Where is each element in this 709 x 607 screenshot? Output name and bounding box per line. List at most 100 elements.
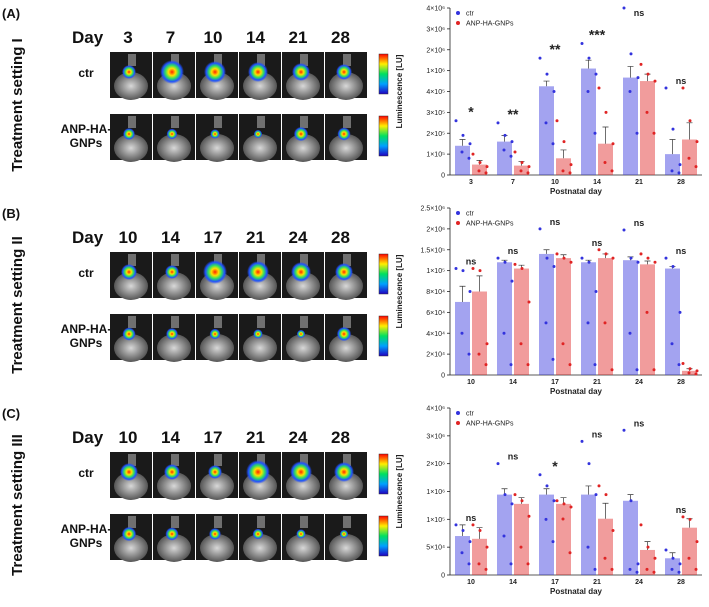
- data-point: [586, 90, 590, 93]
- ear-tag: [343, 316, 351, 328]
- data-point: [477, 562, 481, 566]
- error-bar: [602, 126, 609, 144]
- data-point: [664, 256, 668, 260]
- ear-tag: [128, 454, 136, 466]
- mouse: [157, 334, 191, 362]
- row-label-text: ANP-HA-GNPs: [60, 522, 112, 550]
- ear-tag: [300, 54, 308, 66]
- significance: ns: [676, 505, 687, 515]
- data-point: [484, 171, 488, 175]
- ear-tag: [214, 54, 222, 66]
- panel-label: (A): [2, 6, 20, 21]
- y-tick-label: 5×10⁴: [426, 545, 445, 552]
- significance: *: [552, 458, 558, 474]
- data-point: [646, 72, 650, 76]
- x-tick-label: 17: [551, 379, 559, 386]
- data-point: [461, 528, 465, 532]
- signal: [203, 260, 227, 284]
- data-point: [484, 567, 488, 571]
- data-point: [569, 163, 573, 167]
- bar: [640, 549, 655, 575]
- signal: [209, 328, 221, 340]
- error-bar: [543, 488, 550, 495]
- data-point: [555, 252, 559, 256]
- data-point: [519, 545, 523, 549]
- ear-tag: [257, 454, 265, 466]
- setting-label: Treatment setting I: [9, 38, 26, 171]
- ear-tag: [171, 454, 179, 466]
- day: 21: [246, 428, 265, 447]
- signal: [123, 128, 135, 140]
- ear-tag: [343, 254, 351, 266]
- error-bar: [560, 149, 567, 159]
- legend-label: ANP-HA-GNPs: [466, 221, 514, 228]
- significance: ns: [634, 418, 645, 428]
- data-point: [580, 256, 584, 260]
- data-point: [652, 570, 656, 574]
- ear-tag: [214, 116, 222, 128]
- color-bar: [378, 453, 389, 495]
- bar: [623, 500, 638, 575]
- data-point: [544, 121, 548, 125]
- mouse: [157, 272, 191, 300]
- data-point: [587, 260, 591, 264]
- bar: [497, 141, 512, 175]
- y-tick-label: 2×10⁶: [426, 461, 445, 468]
- data-point: [597, 248, 601, 252]
- ear-tag: [214, 316, 222, 328]
- data-point: [652, 368, 656, 372]
- ear-tag: [300, 254, 308, 266]
- data-point: [485, 165, 489, 169]
- data-point: [461, 133, 465, 137]
- row-label: ANP-HA-GNPs: [61, 122, 112, 150]
- significance: **: [508, 106, 519, 122]
- signal: [248, 62, 268, 82]
- data-point: [477, 169, 481, 173]
- data-point: [468, 142, 472, 146]
- data-point: [671, 127, 675, 131]
- data-point: [622, 6, 626, 10]
- y-tick-label: 2.5×10⁶: [421, 206, 446, 213]
- bar: [472, 538, 487, 575]
- legend-label: ANP-HA-GNPs: [466, 21, 514, 28]
- data-point: [639, 252, 643, 256]
- data-point: [695, 140, 699, 144]
- data-point: [520, 499, 524, 503]
- data-point: [681, 515, 685, 519]
- data-point: [471, 523, 475, 527]
- signal: [166, 128, 178, 140]
- color-bar: [378, 53, 389, 95]
- error-bar: [543, 80, 550, 87]
- signal: [164, 464, 180, 480]
- data-point: [510, 279, 514, 283]
- x-axis-title: Postnatal day: [550, 587, 603, 596]
- data-point: [688, 119, 692, 123]
- data-point: [645, 567, 649, 571]
- data-point: [646, 256, 650, 260]
- bar: [556, 258, 571, 375]
- data-point: [694, 372, 698, 376]
- mouse: [329, 334, 363, 362]
- bar: [665, 558, 680, 575]
- data-point: [646, 545, 650, 549]
- data-point: [610, 169, 614, 173]
- row-label: ANP-HA-GNPs: [61, 322, 112, 350]
- ear-tag: [257, 516, 265, 528]
- data-point: [520, 267, 524, 271]
- y-tick-label: 1×10⁶: [426, 489, 445, 496]
- x-tick-label: 14: [509, 579, 517, 586]
- data-point: [593, 567, 597, 571]
- data-point: [510, 140, 514, 144]
- ear-tag: [257, 54, 265, 66]
- y-tick-label: 0: [441, 173, 445, 180]
- data-point: [687, 371, 691, 375]
- data-point: [687, 556, 691, 560]
- error-bar: [476, 275, 483, 292]
- mouse: [200, 534, 234, 562]
- data-point: [670, 567, 674, 571]
- data-point: [513, 262, 517, 266]
- y-axis-title: Luminescence [LU]: [395, 54, 404, 128]
- bar: [682, 527, 697, 575]
- data-point: [569, 505, 573, 509]
